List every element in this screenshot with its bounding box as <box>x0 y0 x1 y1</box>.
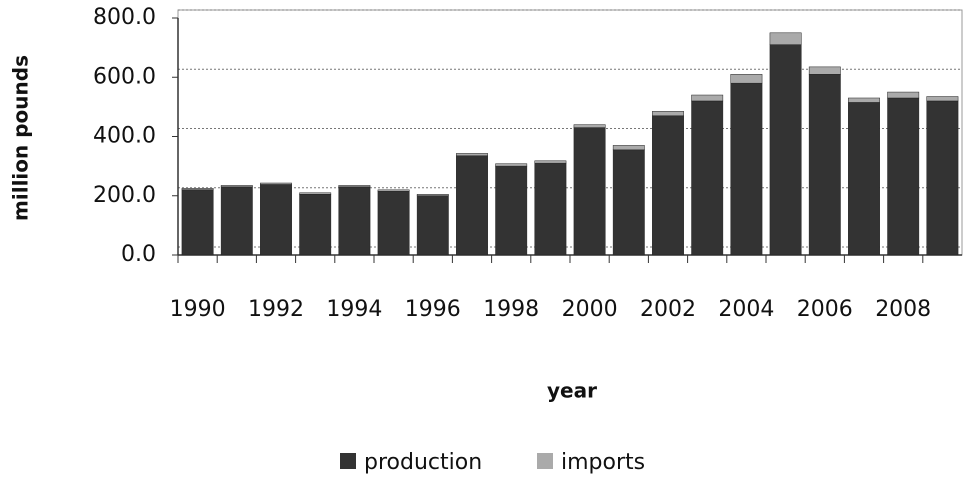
bar-segment <box>456 153 488 157</box>
bar-segment <box>299 192 332 195</box>
bar-segment <box>573 124 606 128</box>
legend-swatch <box>537 453 553 469</box>
bar-segment <box>416 194 449 197</box>
plot-frame <box>177 9 963 256</box>
y-tick-label: 400.0 <box>93 124 156 149</box>
bar-segment <box>926 96 959 102</box>
bar-segment <box>848 102 880 256</box>
bar-segment <box>730 82 763 256</box>
bar-segment <box>260 182 292 185</box>
bar-segment <box>691 94 724 102</box>
x-tick-label: 1990 <box>170 297 226 322</box>
legend-label: production <box>364 450 482 475</box>
bar-segment <box>887 91 920 99</box>
y-tick-label: 200.0 <box>93 183 156 208</box>
bar-segment <box>377 191 410 256</box>
x-tick-label: 2006 <box>797 297 853 322</box>
bar-segment <box>220 186 253 256</box>
bar-segment <box>612 149 645 256</box>
bar-segment <box>260 184 292 256</box>
bar-segment <box>377 189 410 192</box>
bar-segment <box>730 74 763 84</box>
bar-segment <box>181 188 214 191</box>
bar-segment <box>612 145 645 151</box>
x-tick-label: 1998 <box>483 297 539 322</box>
bar-segment <box>887 97 920 256</box>
bar-segment <box>495 163 528 167</box>
bar-segment <box>926 100 959 256</box>
y-tick-label: 0.0 <box>121 242 156 267</box>
bar-segment <box>495 165 528 256</box>
bar-segment <box>573 127 606 256</box>
x-axis-title: year <box>547 379 597 403</box>
x-tick-label: 1992 <box>248 297 304 322</box>
legend-label: imports <box>561 450 645 475</box>
y-tick-label: 800.0 <box>93 5 156 30</box>
bar-segment <box>691 100 724 256</box>
bar-segment <box>299 194 332 256</box>
bar-segment <box>456 155 488 256</box>
bar-segment <box>769 32 802 45</box>
x-tick-label: 1996 <box>405 297 461 322</box>
bar-segment <box>416 195 449 256</box>
bar-segment <box>338 185 371 188</box>
bar-segment <box>808 66 841 75</box>
bar-segment <box>181 189 214 256</box>
x-tick-label: 1994 <box>326 297 382 322</box>
x-tick-label: 2000 <box>562 297 618 322</box>
bar-segment <box>220 185 253 188</box>
x-tick-label: 2002 <box>640 297 696 322</box>
bar-segment <box>848 97 880 103</box>
x-tick-label: 2004 <box>718 297 774 322</box>
bar-segment <box>534 162 567 256</box>
bar-segment <box>652 115 684 256</box>
bar-segment <box>769 44 802 256</box>
legend-swatch <box>340 453 356 469</box>
x-tick-label: 2008 <box>875 297 931 322</box>
bar-segment <box>652 111 684 117</box>
bar-segment <box>534 160 567 164</box>
bar-segment <box>808 74 841 256</box>
bar-segment <box>338 186 371 256</box>
y-axis-title: million pounds <box>9 55 33 221</box>
y-tick-label: 600.0 <box>93 64 156 89</box>
